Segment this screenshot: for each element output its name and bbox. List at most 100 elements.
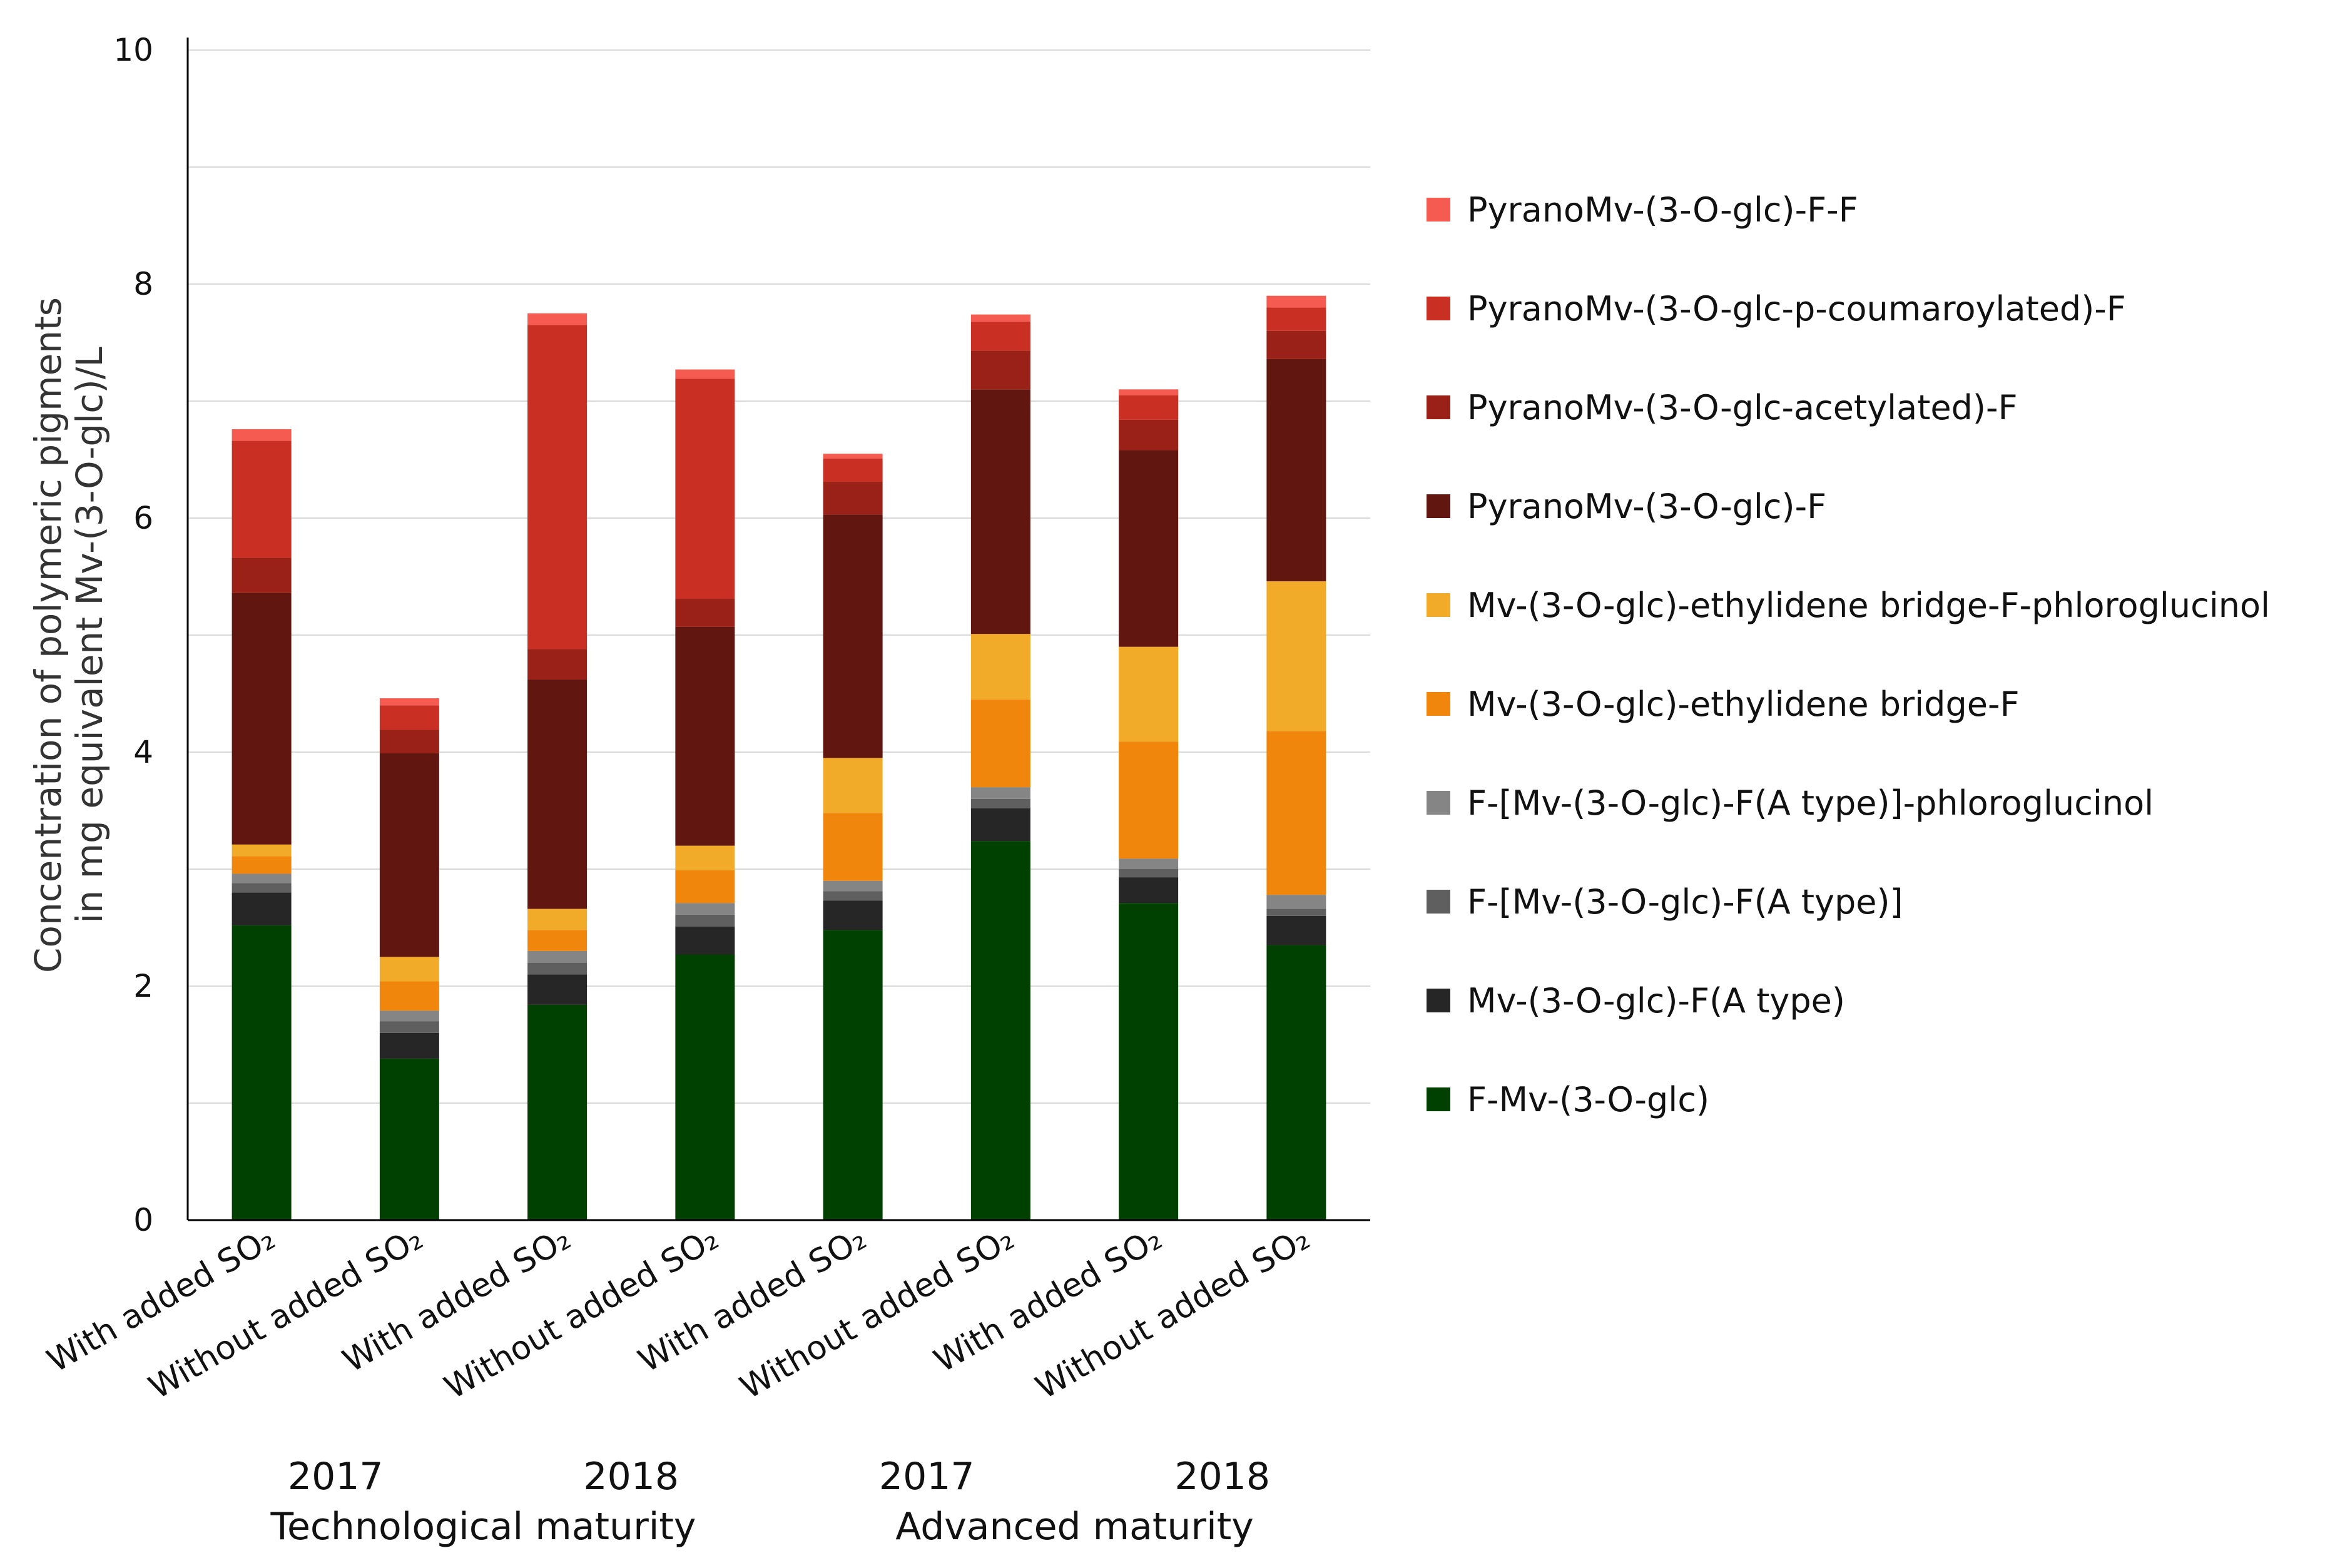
bar-segment [970,321,1030,351]
bar-segment [675,954,735,1220]
bar-segment [527,1004,588,1220]
legend-swatch [1427,494,1450,518]
bar-segment [675,626,735,846]
bar-segment [1119,877,1179,904]
legend-label: Mv-(3-O-glc)-ethylidene bridge-F [1467,685,2020,724]
bar-segment [1266,330,1326,359]
legend-swatch [1427,1087,1450,1111]
legend: PyranoMv-(3-O-glc)-F-F PyranoMv-(3-O-glc-… [1427,190,2270,1119]
bar-segment [231,856,292,874]
x-category-label: Without added SO₂ [439,1219,725,1407]
bar-segment [1119,741,1179,859]
bar-segment [970,350,1030,390]
legend-swatch [1427,593,1450,617]
legend-label: F-[Mv-(3-O-glc)-F(A type)]-phloroglucino… [1467,783,2154,823]
bar-segment [1266,295,1326,308]
bar-segment [527,909,588,930]
gridlines [188,49,1370,1104]
y-tick-label: 10 [113,32,153,68]
bar-segment [823,813,883,881]
bar-segment [970,808,1030,842]
bar-segment [527,649,588,680]
legend-label: Mv-(3-O-glc)-ethylidene bridge-F-phlorog… [1467,586,2270,625]
bar-segment [970,314,1030,322]
bar-segment [1266,307,1326,331]
bar-segment [675,845,735,870]
legend-swatch [1427,395,1450,419]
legend-label: F-Mv-(3-O-glc) [1467,1080,1709,1119]
bar-segment [1119,903,1179,1220]
bar-segment [527,962,588,975]
y-tick-label: 6 [133,500,153,536]
year-group-labels: 2017 2018 2017 2018 [288,1455,1270,1499]
legend-swatch [1427,198,1450,221]
y-tick-label: 2 [133,968,153,1004]
bar-segment [231,440,292,558]
maturity-labels: Technological maturity Advanced maturity [270,1505,1254,1549]
bar-segment [527,974,588,1005]
year-label: 2018 [1174,1455,1270,1499]
bar-segment [527,950,588,963]
year-label: 2017 [288,1455,384,1499]
bar-segment [1119,858,1179,869]
maturity-label: Advanced maturity [895,1505,1254,1549]
legend-label: PyranoMv-(3-O-glc-p-coumaroylated)-F [1467,289,2126,328]
axes [186,38,1370,1221]
legend-label: Mv-(3-O-glc)-F(A type) [1467,981,1845,1021]
bar-segment [1266,731,1326,895]
bar-segment [675,926,735,955]
y-tick-label: 4 [133,734,153,770]
bar-segment [970,389,1030,634]
bar-segment [379,1011,439,1022]
bar-segment [1119,419,1179,451]
legend-swatch [1427,791,1450,815]
bar-segment [970,798,1030,808]
bar-segment [970,787,1030,799]
bar-segment [1266,895,1326,909]
bar-segment [527,325,588,649]
bar-segment [1266,909,1326,916]
bar-segment [231,925,292,1220]
y-tick-label: 8 [133,266,153,302]
bar-segment [1266,359,1326,581]
bar-segment [970,841,1030,1220]
x-category-label: Without added SO₂ [1030,1219,1316,1407]
bar-segment [527,313,588,325]
bar-segment [675,903,735,915]
bar-segment [1119,869,1179,878]
bar-segment [1119,450,1179,647]
legend-swatch [1427,890,1450,914]
x-category-label: Without added SO₂ [143,1219,429,1407]
bar-segment [1119,389,1179,395]
bar-segment [231,593,292,845]
bar-segment [1119,646,1179,742]
bar-segment [823,758,883,813]
y-tick-label: 0 [133,1202,153,1238]
year-label: 2017 [879,1455,975,1499]
legend-label: PyranoMv-(3-O-glc)-F [1467,487,1826,526]
bar-segment [379,698,439,706]
bar-segment [231,429,292,441]
bar-segment [823,880,883,892]
bar-segment [675,914,735,927]
bar-segment [379,730,439,753]
bar-segment [379,1032,439,1059]
year-label: 2018 [583,1455,679,1499]
bars [231,295,1326,1220]
y-axis-label-line: Concentration of polymeric pigments [27,297,69,973]
x-category-label: Without added SO₂ [734,1219,1020,1407]
legend-swatch [1427,297,1450,320]
legend-swatch [1427,989,1450,1012]
bar-segment [675,369,735,379]
bar-segment [1266,915,1326,945]
bar-segment [823,900,883,930]
bar-segment [823,458,883,482]
bar-segment [1119,395,1179,420]
maturity-label: Technological maturity [270,1505,696,1549]
bar-segment [823,454,883,459]
bar-segment [231,883,292,893]
bar-segment [823,891,883,901]
bar-segment [379,981,439,1011]
